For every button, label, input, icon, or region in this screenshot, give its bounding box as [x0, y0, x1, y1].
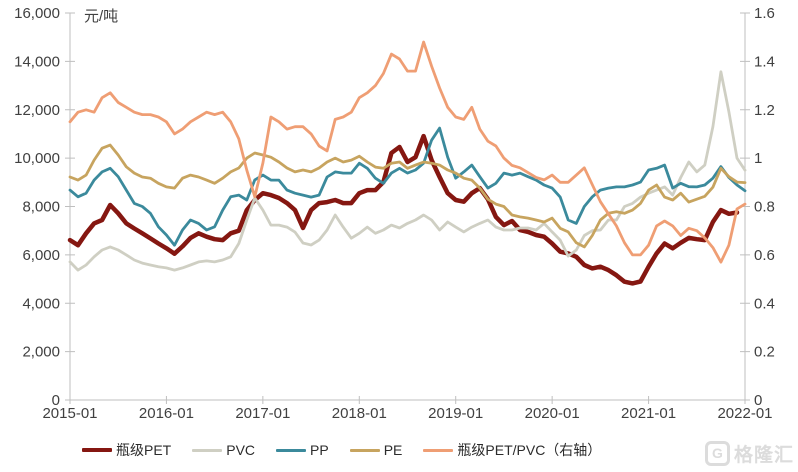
- legend-swatch-pet: [82, 448, 112, 452]
- right-axis-tick-label: 1.6: [754, 5, 775, 22]
- left-axis-tick-label: 14,000: [14, 53, 60, 70]
- legend-label-pp: PP: [310, 442, 329, 458]
- left-axis-tick-label: 6,000: [22, 247, 60, 264]
- left-axis-tick-label: 10,000: [14, 150, 60, 167]
- x-axis-tick-label: 2018-01: [332, 405, 387, 422]
- series-line-3: [68, 143, 747, 249]
- series-line-2: [68, 126, 747, 247]
- right-axis-tick-label: 1.4: [754, 53, 775, 70]
- series-line-1: [68, 70, 747, 272]
- legend-swatch-pvc: [192, 448, 223, 452]
- series-line-4: [68, 40, 747, 264]
- right-axis-tick-label: 0.6: [754, 247, 775, 264]
- legend-item-pet-pvc-ratio: 瓶级PET/PVC（右轴）: [423, 440, 601, 460]
- x-axis-tick-label: 2022-01: [717, 405, 772, 422]
- legend-label-pet: 瓶级PET: [116, 442, 172, 458]
- x-axis-tick-label: 2017-01: [235, 405, 290, 422]
- left-axis-tick-label: 16,000: [14, 5, 60, 22]
- series-line-0: [67, 133, 740, 286]
- right-axis-tick-label: 1.2: [754, 102, 775, 119]
- gelonghui-logo-icon: G: [704, 441, 730, 466]
- legend-swatch-pp: [276, 448, 307, 452]
- left-axis-tick-label: 0: [52, 392, 60, 409]
- right-axis-tick-label: 1: [754, 150, 762, 167]
- left-axis-tick-label: 2,000: [22, 344, 60, 361]
- x-axis-tick-label: 2016-01: [139, 405, 194, 422]
- legend-label-pvc: PVC: [226, 442, 256, 458]
- right-axis-tick-label: 0.4: [754, 295, 775, 312]
- legend: 瓶级PET PVC PP PE 瓶级PET/PVC（右轴）: [82, 440, 601, 460]
- legend-item-pp: PP: [276, 442, 329, 458]
- legend-item-pet: 瓶级PET: [82, 440, 171, 460]
- x-axis-tick-label: 2019-01: [428, 405, 483, 422]
- x-axis-tick-label: 2021-01: [621, 405, 676, 422]
- legend-label-pe: PE: [383, 442, 403, 458]
- left-axis-tick-label: 8,000: [22, 199, 60, 216]
- watermark-gelonghui: G 格隆汇: [704, 440, 794, 467]
- legend-swatch-pet-pvc-ratio: [423, 448, 454, 452]
- right-axis-tick-label: 0.8: [754, 199, 775, 216]
- right-axis-tick-label: 0.2: [754, 344, 775, 361]
- right-axis-tick-label: 0: [754, 392, 762, 409]
- watermark-text: 格隆汇: [733, 445, 794, 466]
- y-axis-unit-label: 元/吨: [84, 8, 119, 25]
- legend-label-pet-pvc-ratio: 瓶级PET/PVC（右轴）: [457, 442, 602, 458]
- legend-item-pe: PE: [349, 442, 403, 458]
- legend-swatch-pe: [349, 448, 380, 452]
- x-axis-tick-label: 2020-01: [525, 405, 580, 422]
- left-axis-tick-label: 12,000: [14, 102, 60, 119]
- legend-item-pvc: PVC: [192, 442, 255, 458]
- left-axis-tick-label: 4,000: [22, 295, 60, 312]
- x-axis-tick-label: 2015-01: [42, 405, 97, 422]
